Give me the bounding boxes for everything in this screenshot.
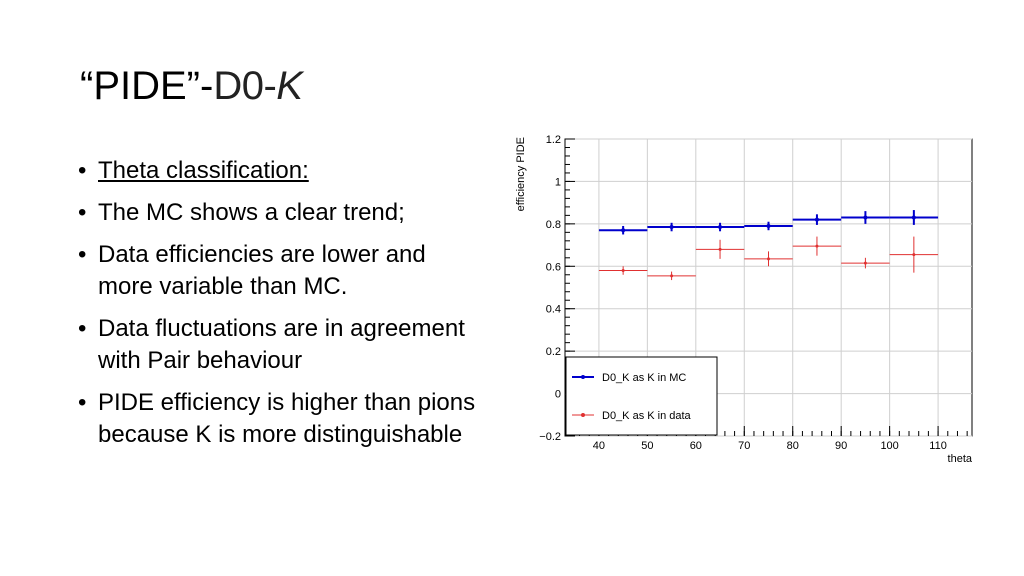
data-point [621, 228, 626, 233]
legend-label: D0_K as K in data [602, 410, 692, 422]
data-point [912, 253, 916, 257]
x-tick-label: 100 [880, 440, 898, 452]
x-tick-label: 50 [641, 440, 653, 452]
data-point [863, 261, 867, 265]
y-tick-label: 0.6 [546, 261, 561, 273]
data-point [815, 244, 819, 248]
x-tick-label: 70 [738, 440, 750, 452]
slide-title: “PIDE”-D0-K [80, 62, 303, 110]
bullet-dot-icon: • [78, 199, 87, 226]
title-tail: K [276, 64, 303, 108]
x-tick-label: 40 [593, 440, 605, 452]
y-tick-label: 1.2 [546, 134, 561, 146]
legend-box [565, 356, 718, 436]
data-point [863, 215, 868, 220]
x-tick-label: 110 [929, 440, 947, 452]
bullet-item: • The MC shows a clear trend; [78, 197, 478, 229]
bullet-dot-icon: • [78, 241, 87, 268]
y-axis-label: efficiency PIDE [515, 137, 527, 211]
bullet-item: • Theta classification: [78, 155, 478, 187]
bullet-item: • Data efficiencies are lower and more va… [78, 241, 426, 300]
title-lead: “PIDE”- [80, 64, 214, 108]
y-tick-label: 0 [555, 389, 561, 401]
bullet-dot-icon: • [78, 157, 87, 184]
legend-marker [581, 375, 585, 379]
series-1 [598, 236, 939, 281]
legend-label: D0_K as K in MC [602, 372, 686, 384]
x-axis-label: theta [948, 453, 973, 465]
title-mid: D0- [213, 64, 277, 108]
data-point [718, 247, 722, 251]
bullet-item: • Data fluctuations are in agreement with… [78, 315, 465, 374]
x-tick-label: 90 [835, 440, 847, 452]
x-tick-label: 80 [787, 440, 799, 452]
efficiency-chart: −0.2 0 0.2 0.4 0.6 0.8 1 1.2 40 50 60 70 80 90 100 110t… [515, 134, 973, 465]
y-tick-label: −0.2 [539, 431, 561, 443]
series-0 [598, 210, 939, 235]
data-point [621, 269, 625, 273]
y-tick-label: 0.2 [546, 346, 561, 358]
y-tick-label: 0.4 [546, 304, 561, 316]
data-point [814, 217, 819, 222]
bullet-dot-icon: • [78, 389, 87, 416]
bullet-list: • Theta classification: • The MC shows a c… [78, 155, 478, 461]
bullet-item: • PIDE efficiency is higher than pions be… [78, 389, 476, 448]
bullet-dot-icon: • [78, 315, 87, 342]
y-tick-label: 1 [555, 176, 561, 188]
data-point [911, 215, 916, 220]
data-point [670, 274, 674, 278]
x-tick-label: 60 [690, 440, 702, 452]
legend-marker [581, 413, 585, 417]
y-tick-label: 0.8 [546, 219, 561, 231]
data-point [669, 225, 674, 230]
data-point [766, 223, 771, 228]
data-point [718, 225, 723, 230]
data-point [767, 257, 770, 261]
